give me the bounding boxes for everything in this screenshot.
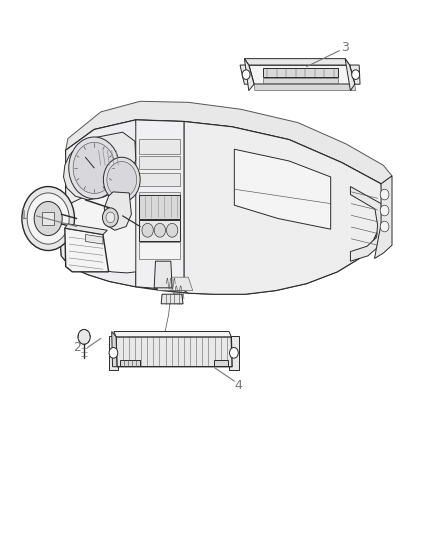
- Text: 4: 4: [235, 379, 243, 392]
- FancyBboxPatch shape: [42, 212, 54, 225]
- Polygon shape: [240, 65, 254, 84]
- Polygon shape: [114, 332, 231, 337]
- Circle shape: [106, 212, 115, 223]
- Polygon shape: [184, 122, 383, 294]
- Polygon shape: [139, 139, 180, 154]
- Text: 2: 2: [73, 341, 81, 354]
- Circle shape: [109, 348, 118, 358]
- Circle shape: [69, 137, 120, 199]
- Polygon shape: [104, 192, 131, 230]
- Polygon shape: [234, 149, 331, 229]
- Polygon shape: [350, 65, 360, 84]
- Polygon shape: [66, 101, 392, 184]
- Circle shape: [154, 223, 166, 237]
- Polygon shape: [65, 228, 109, 272]
- Polygon shape: [374, 176, 392, 259]
- Circle shape: [380, 221, 389, 232]
- Polygon shape: [249, 65, 355, 84]
- Polygon shape: [214, 360, 228, 366]
- Circle shape: [230, 348, 238, 358]
- Circle shape: [142, 223, 153, 237]
- Circle shape: [380, 189, 389, 200]
- Circle shape: [73, 142, 115, 193]
- Text: 1: 1: [20, 209, 28, 222]
- Polygon shape: [254, 84, 356, 91]
- Polygon shape: [109, 336, 118, 370]
- Polygon shape: [244, 59, 350, 65]
- Text: 3: 3: [341, 42, 349, 54]
- Polygon shape: [263, 68, 338, 77]
- Polygon shape: [244, 59, 254, 91]
- Circle shape: [380, 205, 389, 216]
- Polygon shape: [161, 294, 183, 304]
- Circle shape: [34, 201, 62, 236]
- Circle shape: [107, 161, 137, 198]
- Polygon shape: [345, 59, 355, 91]
- Polygon shape: [65, 224, 107, 235]
- Polygon shape: [158, 277, 193, 290]
- Polygon shape: [263, 78, 338, 83]
- Polygon shape: [139, 156, 180, 169]
- Polygon shape: [112, 332, 117, 367]
- Polygon shape: [139, 192, 180, 207]
- Circle shape: [102, 208, 118, 227]
- Circle shape: [352, 70, 360, 79]
- Polygon shape: [136, 120, 184, 290]
- Circle shape: [27, 193, 69, 244]
- Polygon shape: [350, 187, 383, 261]
- Polygon shape: [116, 337, 232, 367]
- Polygon shape: [120, 360, 140, 366]
- Polygon shape: [85, 235, 103, 244]
- Circle shape: [166, 223, 178, 237]
- Circle shape: [103, 157, 140, 202]
- Polygon shape: [139, 220, 180, 241]
- Circle shape: [22, 187, 74, 251]
- Polygon shape: [60, 120, 383, 294]
- Circle shape: [78, 329, 90, 344]
- Polygon shape: [139, 195, 180, 219]
- Polygon shape: [154, 261, 172, 288]
- Circle shape: [242, 70, 250, 79]
- Polygon shape: [139, 173, 180, 186]
- Polygon shape: [139, 242, 180, 259]
- Polygon shape: [64, 132, 136, 200]
- Polygon shape: [229, 336, 239, 370]
- Polygon shape: [60, 120, 138, 287]
